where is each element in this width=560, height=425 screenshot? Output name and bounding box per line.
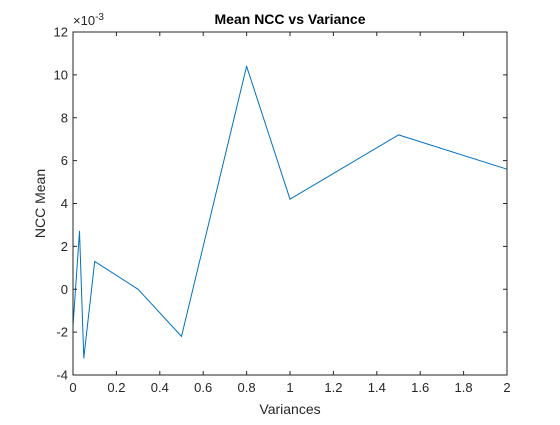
x-tick-label: 1.6 — [411, 380, 429, 395]
x-tick-label: 0.6 — [194, 380, 212, 395]
y-tick-label: -4 — [56, 368, 68, 383]
y-tick-label: 0 — [61, 282, 68, 297]
data-point — [79, 230, 81, 232]
y-tick-label: 12 — [54, 25, 68, 40]
x-tick-label: 0 — [69, 380, 76, 395]
y-tick-label: -2 — [56, 325, 68, 340]
x-axis-label: Variances — [259, 401, 320, 417]
data-point — [181, 335, 182, 337]
x-tick-label: 1.4 — [368, 380, 386, 395]
x-tick-label: 0.8 — [238, 380, 256, 395]
y-tick-label: 10 — [54, 67, 68, 82]
y-exponent-base: ×10 — [73, 13, 95, 28]
data-point — [94, 260, 96, 262]
x-tick-label: 1.2 — [324, 380, 342, 395]
x-tick-label: 1.8 — [455, 380, 473, 395]
x-tick-label: 0.4 — [151, 380, 169, 395]
y-tick-label: 2 — [61, 239, 68, 254]
y-exponent-label: ×10-3 — [73, 12, 104, 28]
x-tick-label: 1 — [286, 380, 293, 395]
plot-area — [73, 32, 507, 375]
chart-title: Mean NCC vs Variance — [215, 11, 366, 27]
x-tick-label: 0.2 — [107, 380, 125, 395]
series-line — [72, 65, 508, 359]
data-point — [289, 198, 291, 200]
data-point — [246, 65, 248, 67]
y-tick-label: 8 — [61, 110, 68, 125]
x-tick-label: 2 — [503, 380, 510, 395]
data-point — [398, 134, 399, 136]
y-axis-label: NCC Mean — [32, 169, 48, 238]
y-exponent-power: -3 — [95, 12, 104, 23]
y-tick-label: 4 — [61, 196, 68, 211]
axes-box — [72, 31, 508, 376]
y-tick-label: 6 — [61, 153, 68, 168]
data-point — [137, 288, 139, 290]
data-point — [83, 357, 85, 359]
